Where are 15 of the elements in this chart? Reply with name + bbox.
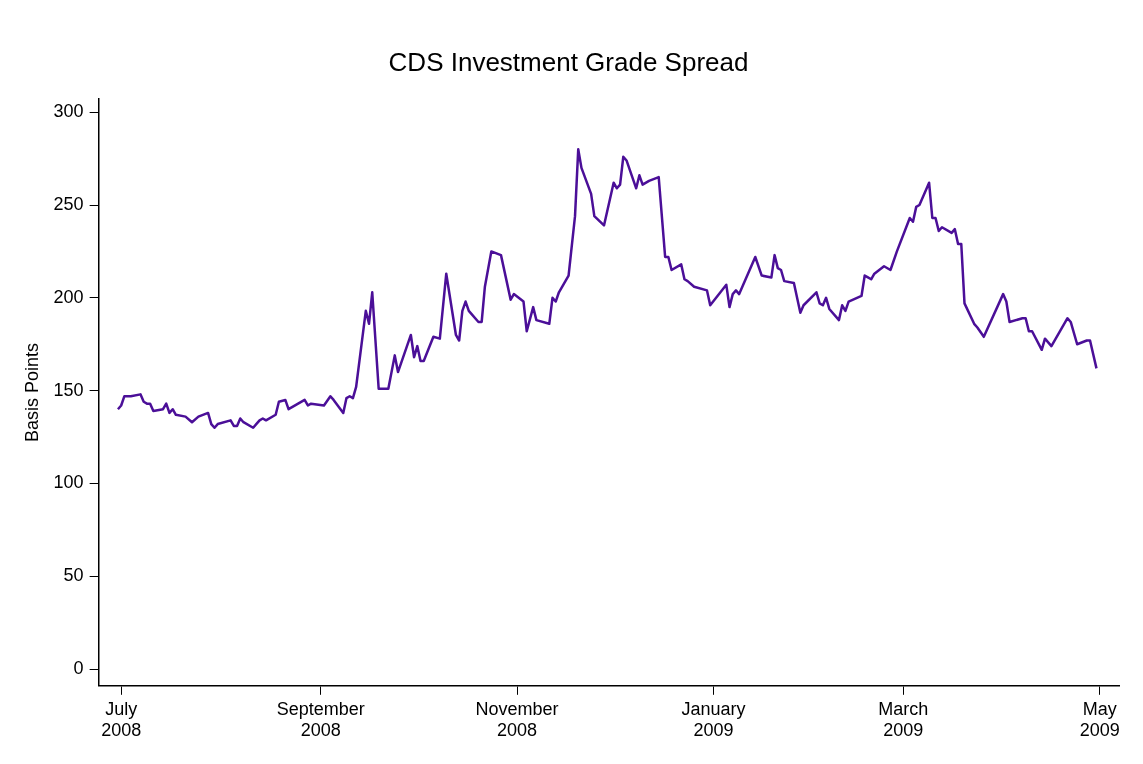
- y-tick-label: 300: [53, 101, 84, 122]
- y-tick-label: 50: [63, 565, 84, 586]
- y-tick-label: 200: [53, 286, 84, 307]
- x-tick-label: March 2009: [878, 698, 929, 741]
- y-tick-label: 150: [53, 379, 84, 400]
- y-tick-label: 100: [53, 472, 84, 493]
- x-tick-label: November 2008: [475, 698, 559, 741]
- y-axis-title: Basis Points: [21, 342, 42, 443]
- x-tick-label: September 2008: [276, 698, 365, 741]
- x-tick-label: May 2009: [1079, 698, 1120, 741]
- chart-title: CDS Investment Grade Spread: [388, 46, 749, 77]
- x-tick-label: January 2009: [681, 698, 746, 741]
- y-tick-label: 0: [73, 658, 84, 679]
- y-tick-label: 250: [53, 193, 84, 214]
- x-tick-label: July 2008: [101, 698, 142, 741]
